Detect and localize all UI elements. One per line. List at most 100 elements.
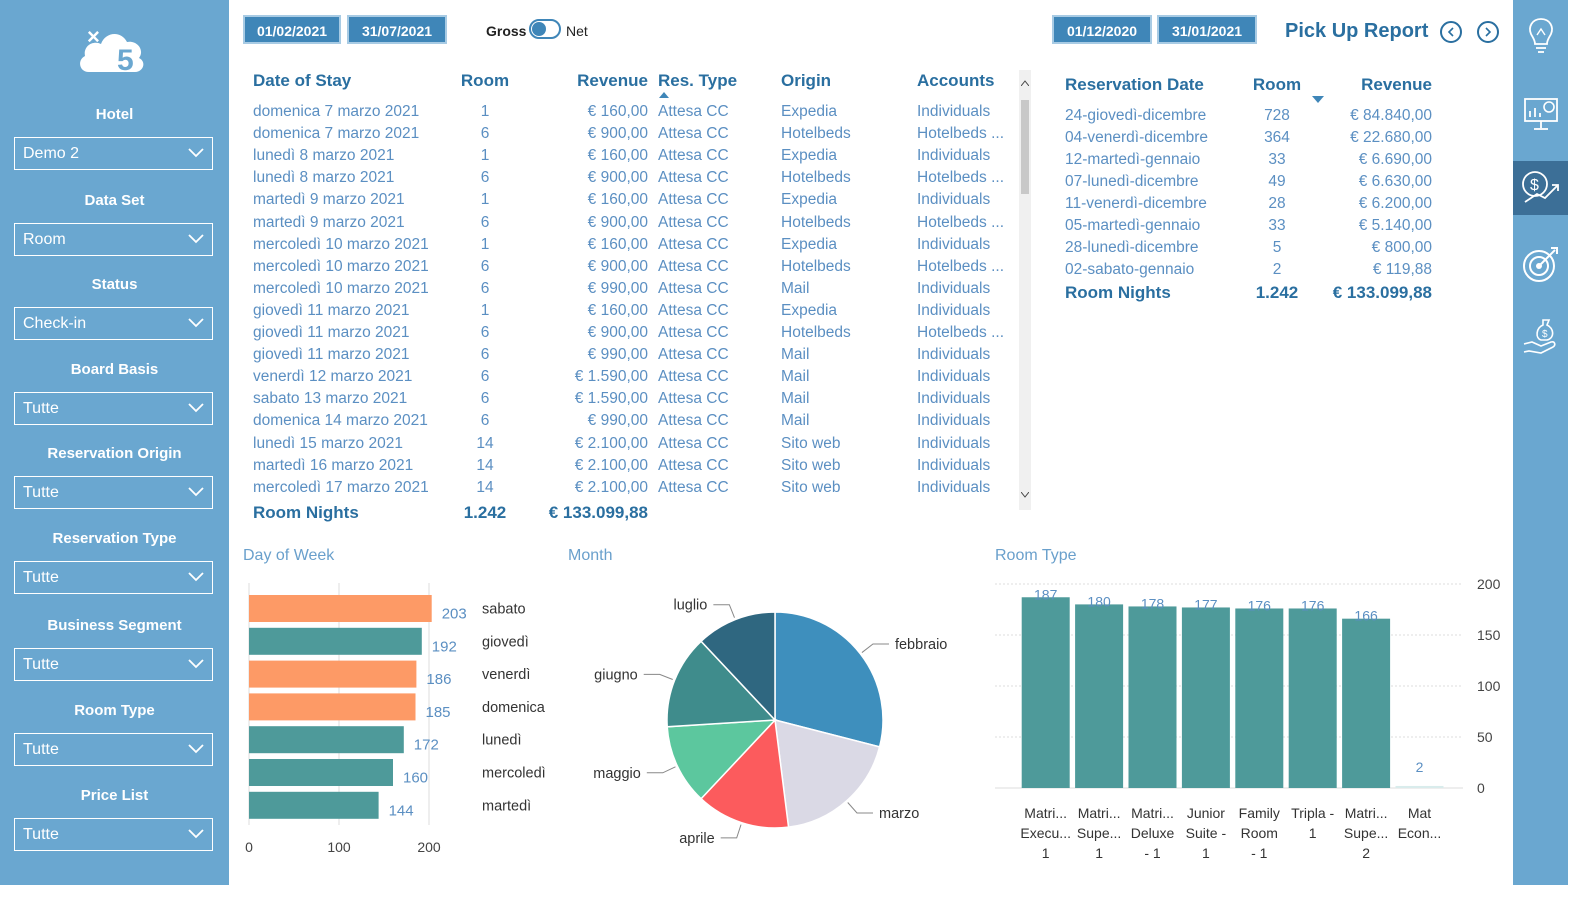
filter-label: Status [91,276,138,293]
table-cell: € 5.140,00 [1358,217,1432,234]
category-label: Family [1239,805,1280,821]
table-cell: Attesa CC [658,257,729,275]
bar [249,595,432,622]
filter-panel: 5 × Hotel Demo 2 Data Set Room Status Check-i… [0,0,229,885]
scroll-up-icon[interactable] [1021,80,1029,86]
table-cell: giovedì 11 marzo 2021 [253,324,410,341]
table-cell: 1 [480,191,490,209]
gross-net-toggle[interactable] [529,19,561,39]
scrollbar-thumb[interactable] [1021,100,1029,194]
nav-budget[interactable]: $ [1513,309,1568,363]
table-cell: 364 [1264,129,1290,146]
nav-revenue[interactable]: $ [1513,161,1568,215]
stay-table-scrollbar[interactable] [1019,70,1031,510]
data-label: 186 [426,671,451,688]
filter-dropdown[interactable]: Room [14,223,213,256]
bar [1181,607,1230,788]
table-cell: domenica 14 marzo 2021 [253,412,428,430]
table-cell: martedì 9 marzo 2021 [253,213,405,231]
filter-label: Reservation Origin [47,445,182,462]
table-cell: mercoledì 10 marzo 2021 [253,279,429,297]
table-cell: € 990,00 [587,412,648,430]
next-page-button[interactable] [1477,21,1499,43]
pie-slice [774,718,881,828]
table-cell: 6 [480,324,490,341]
res-date-from-button[interactable]: 01/12/2020 [1052,15,1152,44]
table-cell: lunedì 8 marzo 2021 [253,147,395,165]
table-cell: € 160,00 [587,235,648,253]
table-cell: 14 [476,478,494,496]
y-tick-label: 150 [1477,627,1501,643]
bar [1021,597,1070,788]
total-room: 1.242 [463,502,507,522]
category-label: Matri... [1024,805,1067,821]
table-cell: Expedia [781,301,838,319]
filter-value: Check-in [23,315,87,332]
data-label: 177 [1194,596,1218,612]
filter-dropdown[interactable]: Demo 2 [14,137,213,170]
category-label: Junior [1187,805,1225,821]
table-cell: 6 [480,368,490,386]
nav-insights[interactable] [1513,8,1568,62]
res-date-to-button[interactable]: 31/01/2021 [1157,15,1257,44]
table-cell: € 990,00 [587,279,648,297]
table-cell: Attesa CC [658,412,729,430]
table-cell: Attesa CC [658,103,729,120]
data-label: 166 [1354,608,1378,624]
filter-dropdown[interactable]: Tutte [14,818,213,851]
category-label: Econ... [1398,825,1442,841]
sort-desc-icon [1312,96,1324,103]
bar [1075,604,1124,788]
stay-date-from-button[interactable]: 01/02/2021 [243,15,341,44]
category-label: 1 [1309,825,1317,841]
category-label: Deluxe [1131,825,1175,841]
filter-dropdown[interactable]: Tutte [14,561,213,594]
nav-targets[interactable] [1513,237,1568,291]
bar [1235,608,1284,788]
total-revenue: € 133.099,88 [548,502,648,522]
table-cell: Attesa CC [658,346,729,364]
table-cell: mercoledì 10 marzo 2021 [253,235,429,253]
scroll-down-icon[interactable] [1021,492,1029,498]
category-label: Matri... [1078,805,1121,821]
bar [249,693,416,721]
prev-page-button[interactable] [1440,21,1462,43]
table-cell: Attesa CC [658,147,729,165]
chevron-down-icon [188,148,204,158]
category-label: Mat [1408,805,1431,821]
table-cell: Hotelbeds ... [917,213,1005,231]
table-cell: Mail [781,390,810,408]
slice-label: febbraio [895,637,947,653]
category-label: Supe... [1344,825,1388,841]
filter-label: Data Set [84,192,145,209]
filter-dropdown[interactable]: Tutte [14,392,213,425]
table-cell: 1 [480,103,490,120]
category-label: mercoledì [482,766,546,782]
table-cell: 6 [480,279,490,297]
filter-dropdown[interactable]: Tutte [14,733,213,766]
filter-dropdown[interactable]: Tutte [14,648,213,681]
table-cell: € 800,00 [1371,239,1432,256]
y-tick-label: 50 [1477,729,1493,745]
table-cell: mercoledì 17 marzo 2021 [253,478,429,496]
leader-line [713,604,735,618]
nav-presentation[interactable] [1513,86,1568,140]
table-cell: 6 [480,346,490,364]
svg-text:×: × [87,24,100,49]
table-cell: domenica 7 marzo 2021 [253,125,420,143]
stay-date-to-button[interactable]: 31/07/2021 [347,15,447,44]
table-cell: martedì 9 marzo 2021 [253,191,405,209]
table-cell: Individuals [917,346,991,364]
filter-value: Tutte [23,569,59,586]
table-cell: Individuals [917,390,991,408]
filter-dropdown[interactable]: Check-in [14,307,213,340]
category-label: 1 [1202,845,1210,861]
filter-label: Price List [80,787,149,804]
header-revenue: Revenue [577,71,648,90]
table-cell: Attesa CC [658,478,729,496]
leader-line [646,766,676,774]
filter-dropdown[interactable]: Tutte [14,476,213,509]
header-origin: Origin [781,71,832,90]
table-cell: € 6.690,00 [1358,151,1432,168]
table-cell: Hotelbeds [781,169,851,187]
